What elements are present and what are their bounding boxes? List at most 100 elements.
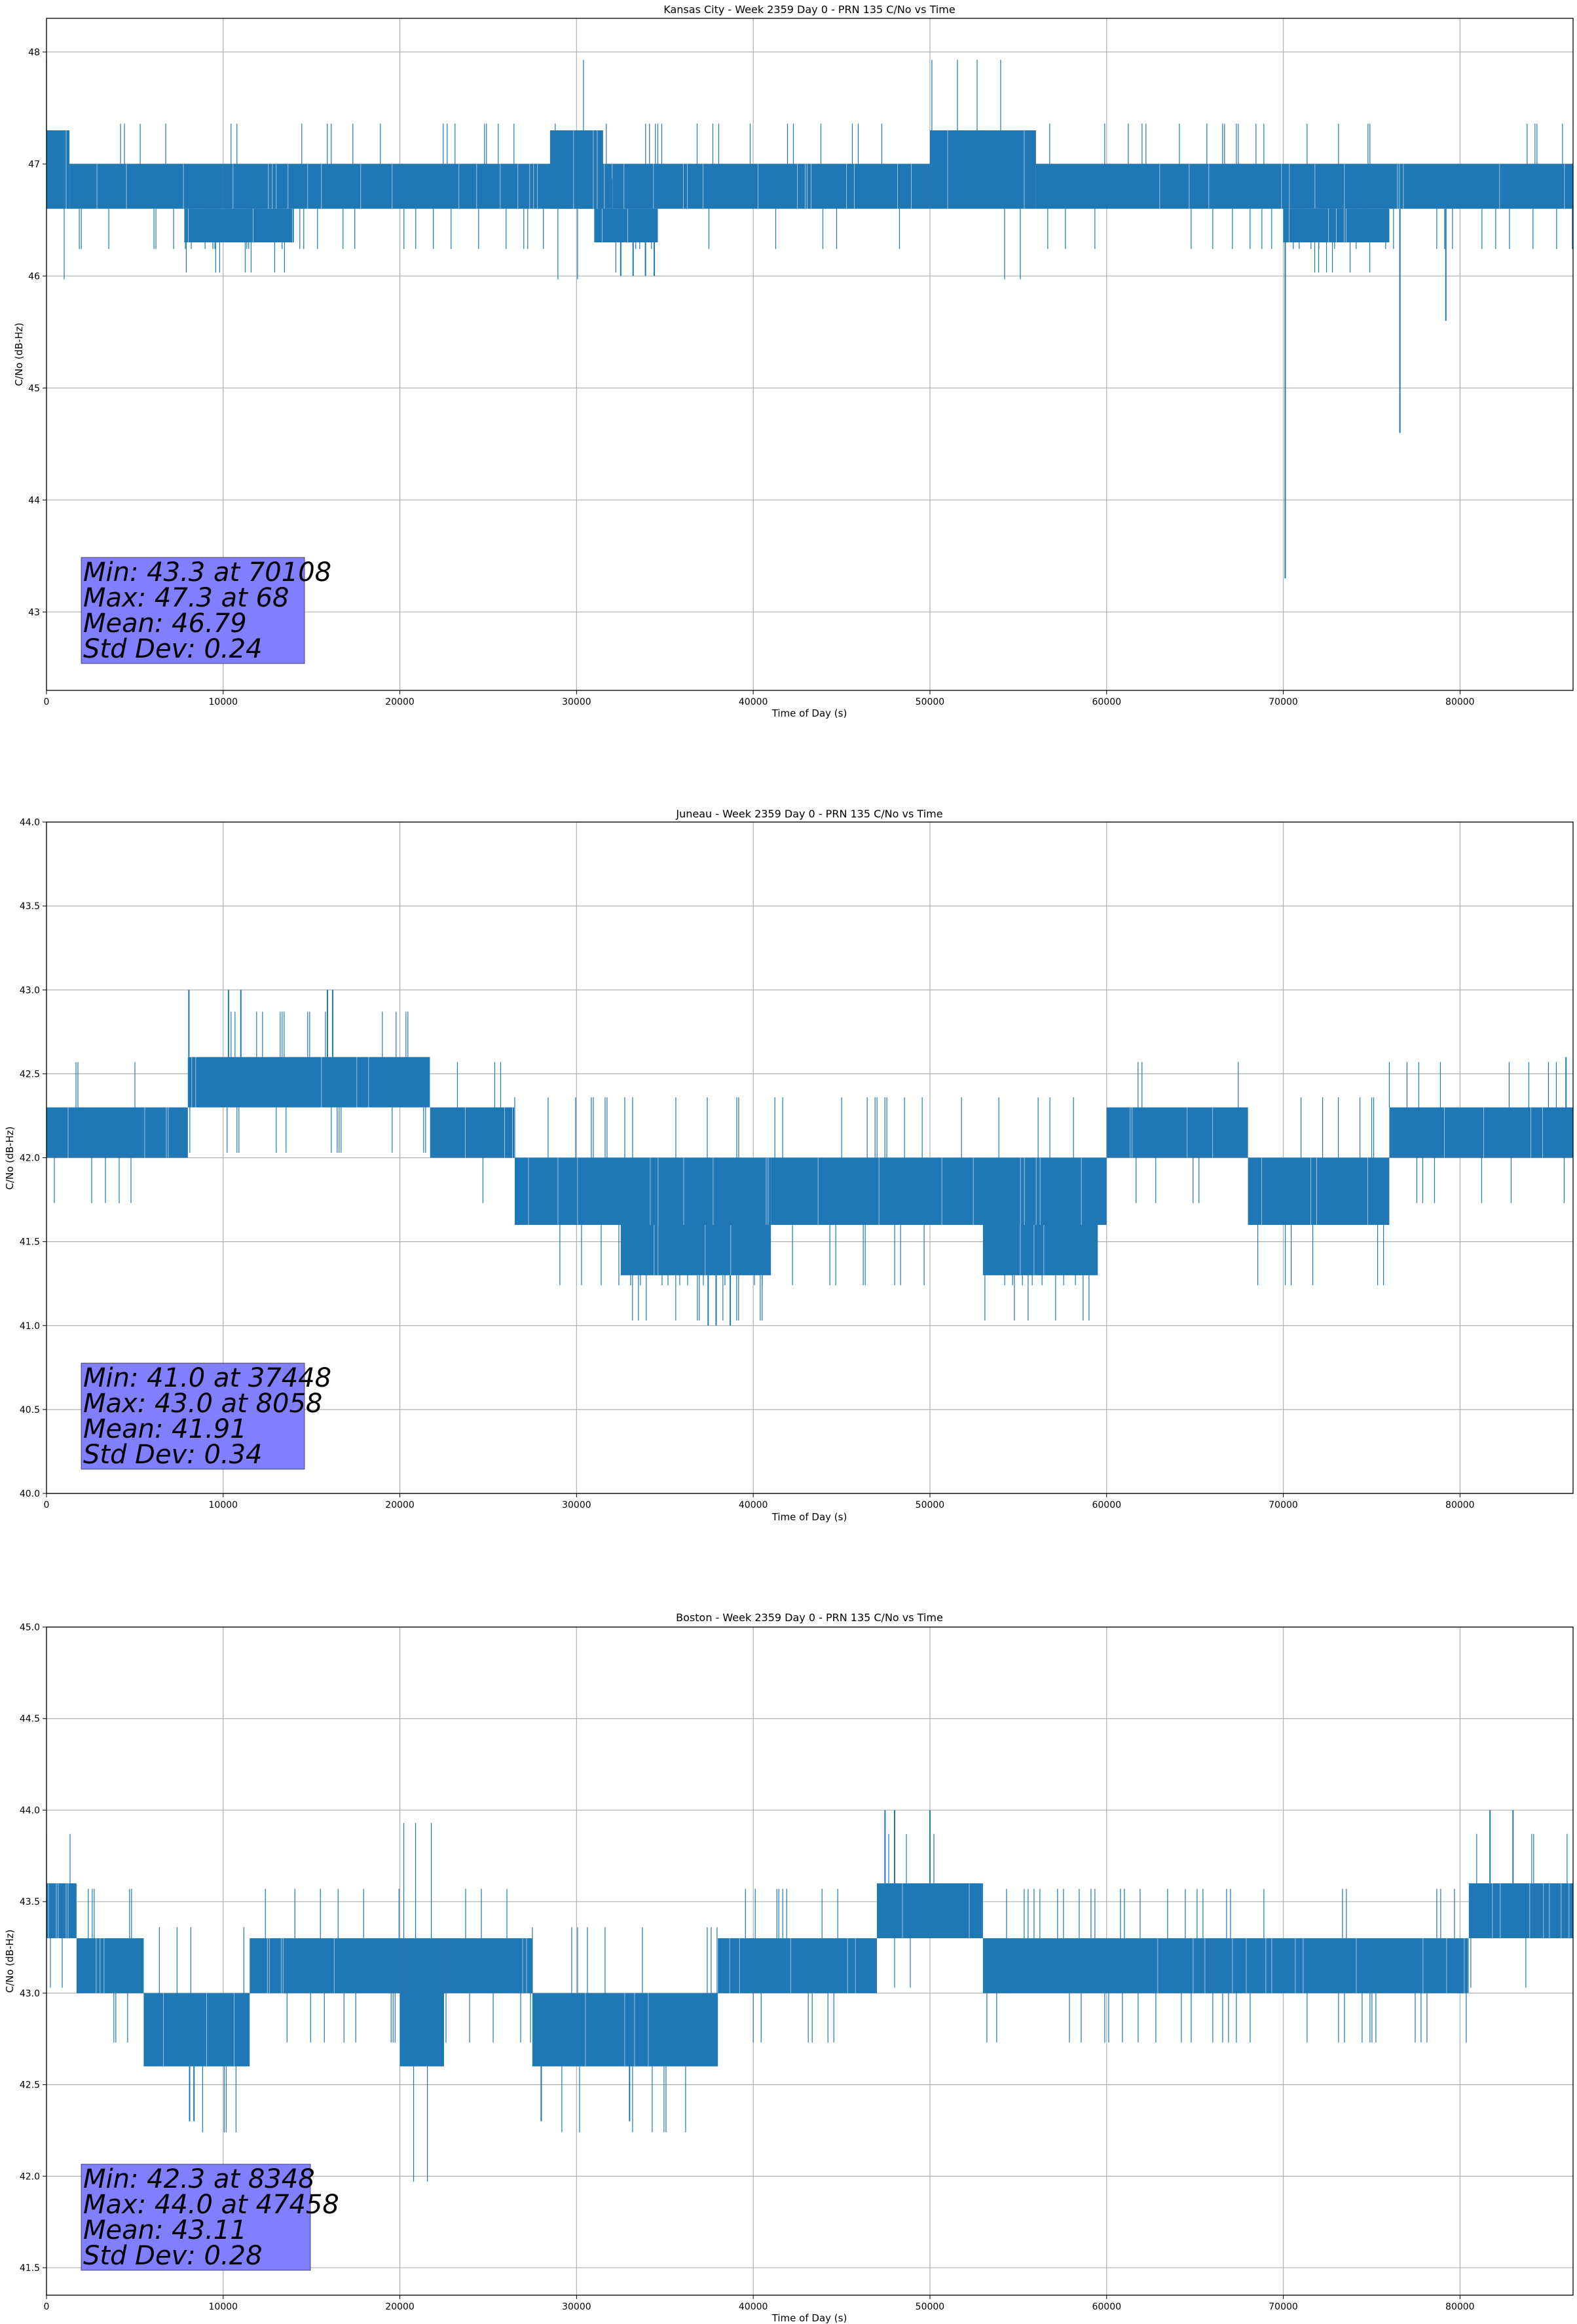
- series-noise: [729, 1888, 856, 2043]
- y-tick-label: 43.5: [20, 901, 40, 912]
- series-band: [929, 130, 1036, 209]
- series-band: [187, 1057, 430, 1108]
- series-noise: [1130, 1062, 1239, 1203]
- stats-min-label: Min: 43.3 at 70108: [83, 557, 331, 588]
- chart-title: Kansas City - Week 2359 Day 0 - PRN 135 …: [663, 3, 955, 16]
- series-band: [46, 130, 70, 209]
- y-tick-label: 43.5: [20, 1897, 40, 1907]
- x-tick-label: 30000: [562, 2302, 591, 2312]
- series-noise: [532, 1927, 718, 2133]
- series-band: [658, 164, 930, 209]
- series-band: [877, 1883, 983, 1939]
- series-noise: [46, 1833, 71, 1988]
- series-band: [982, 1938, 1469, 1993]
- x-tick-label: 40000: [739, 2302, 768, 2312]
- stats-box: [81, 2164, 311, 2271]
- series-band: [46, 1883, 77, 1939]
- y-tick-label: 44.0: [20, 1805, 40, 1816]
- x-tick-label: 20000: [385, 2302, 415, 2312]
- x-tick-label: 50000: [916, 1500, 945, 1510]
- series-noise: [1289, 178, 1371, 273]
- x-tick-label: 80000: [1445, 1500, 1475, 1510]
- y-tick-label: 42.0: [20, 2171, 40, 2182]
- series-band: [444, 1938, 532, 1993]
- chart-title: Boston - Week 2359 Day 0 - PRN 135 C/No …: [676, 1611, 943, 1624]
- x-tick-label: 40000: [739, 1500, 768, 1510]
- y-tick-label: 43: [28, 607, 40, 618]
- y-tick-label: 44.0: [20, 817, 40, 828]
- stats-min-label: Min: 42.3 at 8348: [83, 2164, 315, 2194]
- series-band: [718, 1938, 878, 1993]
- stats-box: [81, 1362, 305, 1470]
- x-tick-label: 10000: [209, 2302, 238, 2312]
- stats-min-label: Min: 41.0 at 37448: [83, 1363, 331, 1393]
- y-tick-label: 41.5: [20, 1237, 40, 1248]
- series-band: [982, 1225, 1098, 1275]
- chart-title: Juneau - Week 2359 Day 0 - PRN 135 C/No …: [675, 808, 942, 820]
- stats-mean-label: Mean: 41.91: [83, 1414, 247, 1444]
- series-band: [1389, 1107, 1573, 1158]
- y-tick-label: 42.0: [20, 1153, 40, 1164]
- series-band: [1035, 164, 1573, 209]
- x-tick-label: 70000: [1269, 2302, 1298, 2312]
- y-tick-label: 45: [28, 383, 40, 394]
- series-noise: [986, 1888, 1469, 2043]
- series-noise: [88, 1888, 132, 2043]
- x-tick-label: 10000: [209, 1500, 238, 1510]
- x-tick-label: 70000: [1269, 1500, 1298, 1510]
- y-tick-label: 43.0: [20, 1989, 40, 1999]
- axes-frame: [46, 821, 1574, 1494]
- x-tick-label: 60000: [1092, 2302, 1121, 2312]
- x-tick-label: 10000: [209, 697, 238, 707]
- series-band: [399, 1938, 445, 2067]
- x-axis-label: Time of Day (s): [771, 1511, 847, 1523]
- y-tick-label: 41.5: [20, 2263, 40, 2274]
- y-tick-label: 48: [28, 47, 40, 58]
- series-band: [250, 1938, 400, 1993]
- series-band: [143, 1993, 250, 2067]
- stats-mean-label: Mean: 43.11: [83, 2215, 247, 2245]
- series-noise: [231, 123, 656, 250]
- axes-frame: [46, 18, 1574, 691]
- y-axis-label: C/No (dB-Hz): [4, 1930, 16, 1993]
- y-tick-label: 45.0: [20, 1622, 40, 1633]
- stats-std-label: Std Dev: 0.34: [83, 1440, 263, 1470]
- series-noise: [931, 60, 1025, 280]
- y-tick-label: 42.5: [20, 2080, 40, 2091]
- y-axis-label: C/No (dB-Hz): [4, 1127, 16, 1190]
- y-tick-label: 40.5: [20, 1405, 40, 1415]
- axes-frame: [46, 1626, 1574, 2296]
- stats-max-label: Max: 44.0 at 47458: [83, 2190, 339, 2220]
- series-noise: [557, 60, 598, 280]
- x-tick-label: 50000: [916, 697, 945, 707]
- series-noise: [265, 1888, 399, 2043]
- series-noise: [158, 1927, 244, 2133]
- series-noise: [1470, 1833, 1570, 1988]
- series-band: [184, 208, 294, 242]
- chart-boston: Boston - Week 2359 Day 0 - PRN 135 C/No …: [4, 1611, 1574, 2324]
- series-band: [69, 164, 223, 209]
- chart-kansas-city: Kansas City - Week 2359 Day 0 - PRN 135 …: [13, 3, 1574, 719]
- x-tick-label: 0: [44, 2302, 50, 2312]
- series-noise: [1257, 1097, 1384, 1286]
- stats-mean-label: Mean: 46.79: [83, 609, 247, 639]
- x-axis-label: Time of Day (s): [771, 707, 847, 719]
- x-tick-label: 70000: [1269, 697, 1298, 707]
- x-tick-label: 80000: [1445, 2302, 1475, 2312]
- stats-max-label: Max: 43.0 at 8058: [83, 1389, 322, 1419]
- series-band: [771, 1157, 1107, 1225]
- y-tick-label: 40.0: [20, 1489, 40, 1499]
- series-band: [1468, 1883, 1573, 1939]
- series-band: [76, 1938, 144, 1993]
- series-band: [532, 1993, 718, 2067]
- series-noise: [189, 1011, 426, 1153]
- y-tick-label: 42.5: [20, 1069, 40, 1079]
- series-band: [1248, 1157, 1390, 1225]
- y-tick-label: 46: [28, 271, 40, 282]
- x-tick-label: 0: [44, 1500, 50, 1510]
- y-tick-label: 44.5: [20, 1714, 40, 1725]
- series-band: [430, 1107, 515, 1158]
- series-band: [514, 1157, 771, 1225]
- series-noise: [403, 1823, 432, 2182]
